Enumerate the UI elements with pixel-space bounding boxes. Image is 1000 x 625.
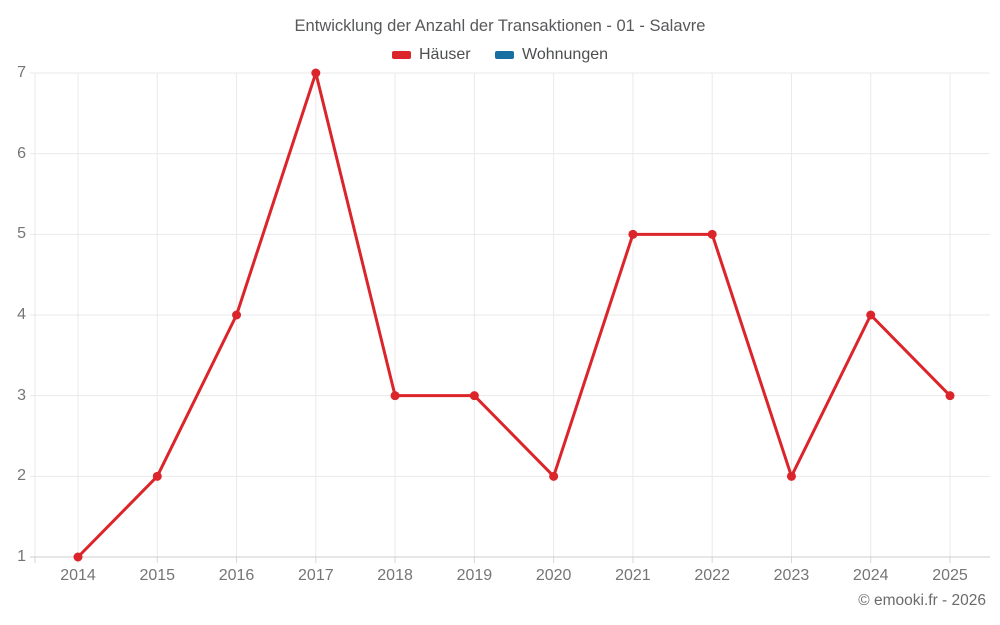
x-axis-label-2020: 2020	[535, 567, 572, 584]
legend-swatch-haeuser-icon	[391, 51, 411, 59]
data-point-2018[interactable]	[390, 391, 400, 401]
series-line-haeuser	[76, 71, 952, 559]
data-point-2019[interactable]	[469, 391, 479, 401]
legend-label-haeuser: Häuser	[418, 46, 471, 63]
data-point-2021[interactable]	[628, 229, 638, 239]
x-axis-label-2019: 2019	[456, 567, 493, 584]
y-axis-label-3: 3	[17, 386, 26, 404]
legend-item-wohnungen[interactable]: Wohnungen	[495, 46, 608, 64]
data-point-2022[interactable]	[707, 229, 717, 239]
legend: Häuser Wohnungen	[0, 46, 1000, 64]
y-axis-label-5: 5	[17, 225, 26, 243]
x-axis-label-2025: 2025	[932, 567, 968, 584]
legend-label-wohnungen: Wohnungen	[522, 46, 609, 63]
copyright-notice: © emooki.fr - 2026	[858, 592, 986, 609]
x-axis-label-2014: 2014	[60, 567, 96, 584]
x-axis-label-2018: 2018	[377, 567, 413, 584]
data-point-2015[interactable]	[152, 471, 162, 481]
legend-swatch-wohnungen-icon	[495, 51, 515, 59]
x-axis-label-2024: 2024	[852, 567, 889, 584]
x-axis-label-2022: 2022	[694, 567, 730, 584]
data-point-2024[interactable]	[866, 310, 876, 320]
x-axis-label-2016: 2016	[218, 567, 255, 584]
data-point-2025[interactable]	[945, 391, 955, 401]
x-axis-label-2017: 2017	[298, 567, 334, 584]
x-axis-label-2023: 2023	[773, 567, 810, 584]
data-point-2014[interactable]	[73, 552, 83, 562]
data-point-2023[interactable]	[786, 471, 796, 481]
data-point-2017[interactable]	[311, 68, 321, 78]
y-axis-label-7: 7	[17, 64, 26, 81]
y-axis-label-1: 1	[17, 548, 26, 565]
legend-item-haeuser[interactable]: Häuser	[391, 46, 471, 64]
y-axis-label-6: 6	[17, 144, 26, 162]
x-axis-label-2015: 2015	[139, 567, 176, 584]
data-point-2016[interactable]	[232, 310, 242, 320]
chart-title: Entwicklung der Anzahl der Transaktionen…	[294, 17, 706, 35]
y-axis-label-2: 2	[17, 467, 26, 485]
data-point-2020[interactable]	[549, 471, 559, 481]
x-axis-label-2021: 2021	[615, 567, 651, 584]
y-axis-label-4: 4	[17, 306, 26, 323]
